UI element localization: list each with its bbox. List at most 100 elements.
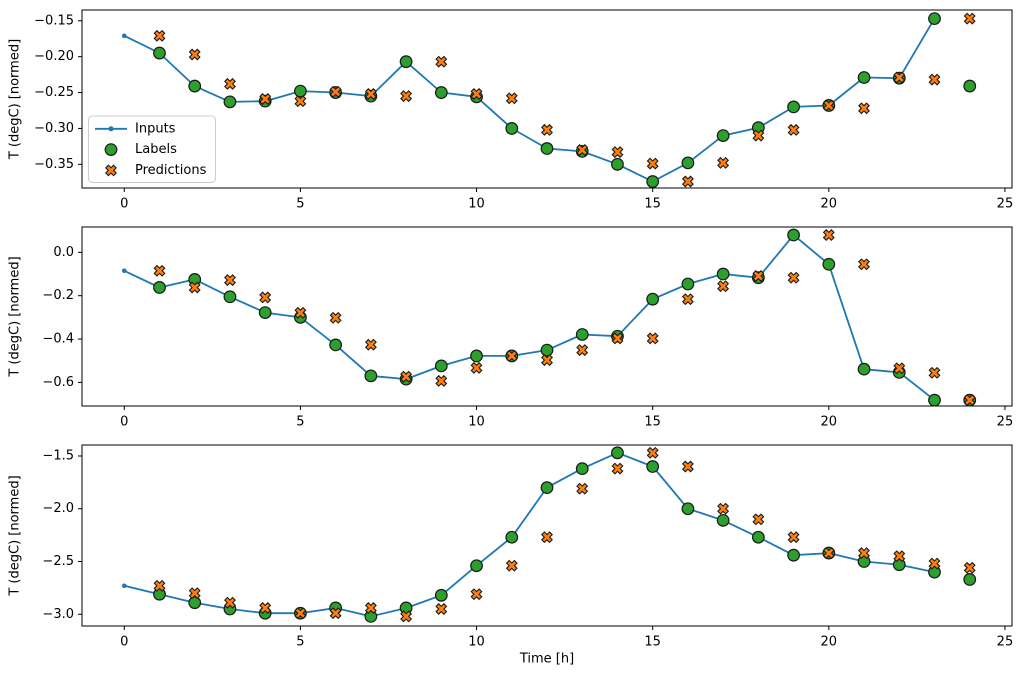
x-tick-label: 0 — [120, 197, 128, 212]
labels-point — [857, 71, 871, 84]
legend-item-labels: Labels — [104, 142, 177, 157]
labels-point — [540, 481, 554, 495]
y-tick-label: −2.0 — [42, 501, 74, 516]
labels-point — [716, 513, 730, 527]
predictions-point — [541, 354, 553, 367]
predictions-point — [752, 129, 765, 142]
predictions-point — [858, 547, 870, 560]
inputs-point-dot — [121, 583, 127, 589]
labels-point — [505, 122, 519, 135]
predictions-point — [294, 306, 307, 319]
predictions-point — [576, 144, 589, 156]
predictions-point — [787, 123, 800, 136]
predictions-point — [364, 338, 377, 351]
labels-point — [540, 142, 554, 155]
labels-point — [505, 530, 519, 544]
predictions-point — [188, 587, 201, 600]
y-tick-label: −0.25 — [34, 85, 74, 100]
predictions-point — [928, 73, 941, 86]
predictions-point — [646, 157, 659, 170]
labels-point — [470, 559, 483, 573]
predictions-point — [928, 557, 941, 570]
subplot-3: −1.5 −2.0 −2.5 −3.0 0 5 10 15 20 25 T (degC) [norm… — [8, 444, 1014, 667]
x-tick-label: 25 — [997, 415, 1014, 430]
legend-item-predictions: Predictions — [105, 163, 207, 178]
subplot-2: 0.0 −0.2 −0.4 −0.6 0 5 10 15 20 25 T (degC) [norme… — [8, 226, 1014, 430]
predictions-point — [294, 95, 307, 108]
x-tick-label: 10 — [468, 635, 485, 650]
predictions-point — [822, 547, 835, 560]
x-tick-label: 15 — [644, 415, 661, 430]
predictions-point — [646, 446, 659, 459]
x-axis-label: Time [h] — [519, 652, 574, 667]
predictions-point — [576, 482, 589, 495]
axes-frame — [81, 9, 1013, 189]
legend-dot-marker-icon — [108, 126, 114, 132]
y-tick-label: −0.15 — [34, 13, 74, 28]
x-tick-label: 20 — [821, 415, 838, 430]
inputs-point-dot — [121, 268, 127, 274]
labels-point — [681, 502, 695, 516]
x-tick-label: 5 — [296, 635, 304, 650]
predictions-point — [576, 344, 589, 357]
predictions-point — [893, 71, 906, 84]
labels-point — [329, 338, 343, 352]
x-tick-label: 25 — [997, 635, 1014, 650]
y-tick-label: −2.5 — [42, 554, 74, 569]
predictions-point — [787, 531, 800, 544]
legend-x-marker-icon — [105, 164, 117, 177]
predictions-point — [435, 55, 448, 68]
labels-point — [223, 290, 237, 304]
y-tick-label: 0.0 — [53, 245, 74, 260]
predictions-point — [752, 513, 765, 526]
predictions-point — [224, 274, 236, 287]
predictions-point — [435, 603, 448, 615]
predictions-point — [646, 332, 659, 345]
labels-point — [716, 267, 730, 281]
predictions-point — [681, 460, 694, 473]
y-tick-label: −0.20 — [34, 49, 74, 64]
x-tick-label: 10 — [468, 415, 485, 430]
labels-point — [787, 228, 800, 242]
y-axis-label: T (degC) [normed] — [8, 475, 23, 596]
predictions-point — [329, 311, 342, 324]
legend-item-inputs: Inputs — [95, 121, 176, 136]
x-tick-label: 10 — [468, 197, 485, 212]
x-tick-label: 0 — [120, 635, 128, 650]
labels-point — [575, 328, 589, 341]
legend-circle-marker-icon — [104, 143, 118, 157]
predictions-point — [717, 502, 730, 515]
inputs-line — [124, 451, 935, 618]
predictions-point — [717, 280, 730, 293]
labels-point — [540, 343, 554, 357]
labels-point — [751, 530, 765, 544]
labels-point — [787, 100, 800, 114]
predictions-point — [364, 88, 377, 100]
labels-point — [646, 292, 660, 306]
labels-point — [470, 349, 483, 363]
predictions-point — [224, 77, 236, 90]
predictions-point — [400, 610, 413, 623]
y-tick-label: −3.0 — [42, 607, 74, 622]
predictions-point — [505, 92, 518, 105]
predictions-point — [787, 271, 800, 284]
labels-point — [575, 462, 589, 476]
x-tick-label: 5 — [296, 197, 304, 212]
predictions-point — [963, 561, 976, 574]
labels-point — [223, 95, 237, 109]
predictions-point — [963, 12, 976, 25]
labels-point — [716, 129, 730, 143]
labels-point — [188, 79, 202, 93]
x-tick-label: 20 — [821, 197, 838, 212]
y-tick-label: −0.35 — [34, 157, 74, 172]
predictions-point — [505, 559, 518, 572]
predictions-point — [153, 579, 166, 592]
labels-point — [681, 156, 695, 170]
predictions-point — [541, 531, 553, 544]
x-tick-label: 0 — [120, 415, 128, 430]
labels-point — [611, 446, 624, 460]
predictions-point — [611, 146, 624, 159]
predictions-point — [893, 362, 906, 375]
predictions-point — [822, 99, 835, 112]
